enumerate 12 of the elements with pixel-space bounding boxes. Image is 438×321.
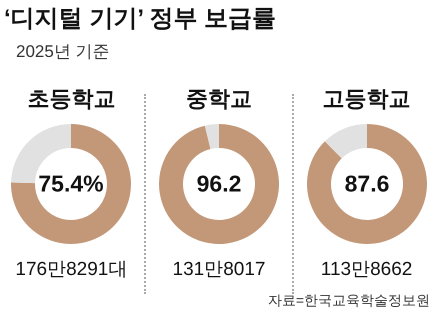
chart-title: 중학교 — [186, 85, 252, 113]
chart-title: 초등학교 — [27, 85, 116, 113]
data-label: 75.4% — [38, 170, 104, 196]
data-label: 87.6 — [344, 170, 389, 196]
data-label: 96.2 — [196, 170, 242, 196]
text: 113만8662 — [320, 258, 412, 282]
text: 2025년 기준 — [16, 41, 110, 63]
text: 자료=한국교육학술정보원 — [268, 292, 430, 310]
text: 131만8017 — [172, 258, 266, 282]
chart-title: 고등학교 — [322, 85, 411, 113]
text: ‘디지털 기기’ 정부 보급률 — [4, 4, 276, 34]
text: 176만8291대 — [15, 258, 128, 282]
